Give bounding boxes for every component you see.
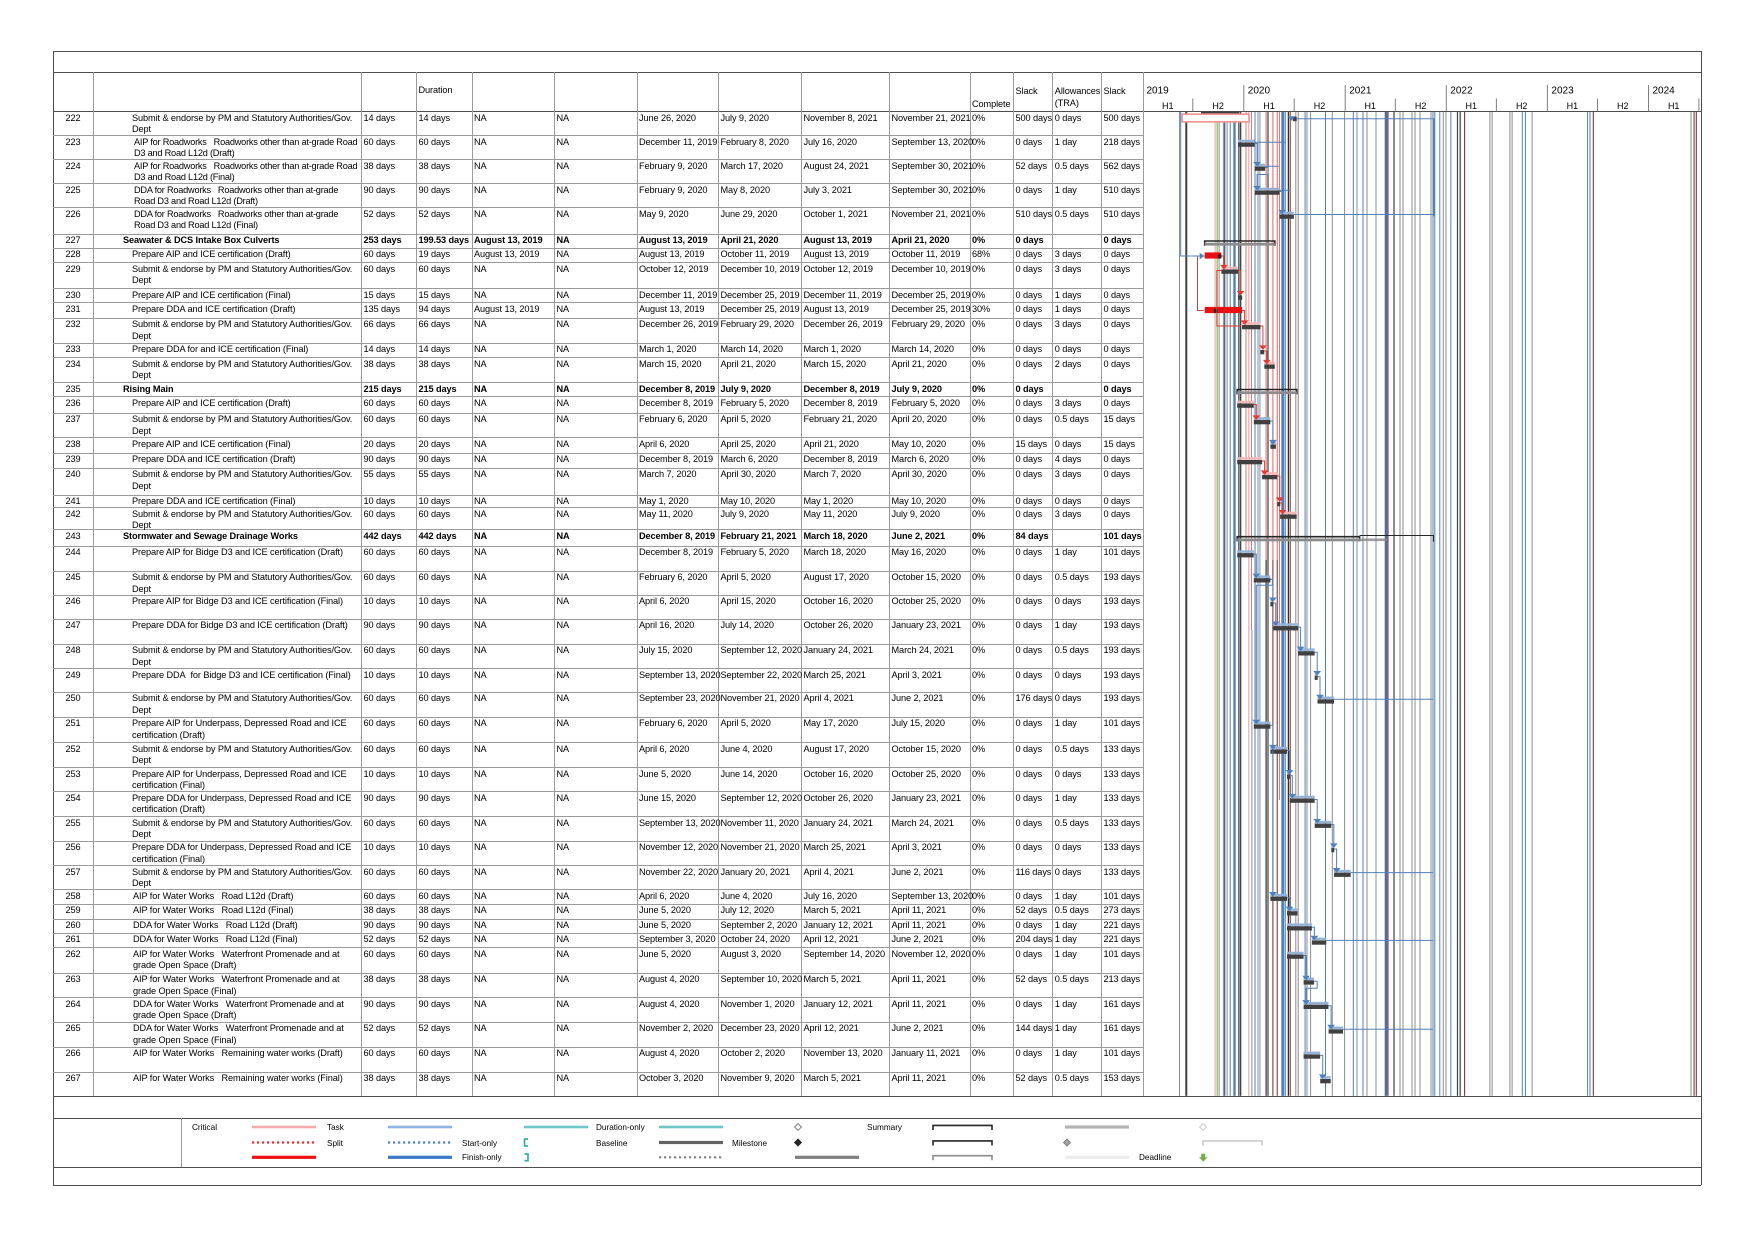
svg-text:2020: 2020 [1248,86,1271,97]
svg-text:Finish-only: Finish-only [462,1153,502,1162]
svg-text:2021: 2021 [1349,86,1372,97]
svg-text:Deadline: Deadline [1139,1153,1172,1162]
svg-text:2024: 2024 [1653,86,1676,97]
svg-text:H1: H1 [1263,101,1275,111]
svg-text:Critical: Critical [192,1123,217,1132]
svg-text:2023: 2023 [1551,86,1574,97]
svg-text:Duration-only: Duration-only [596,1123,646,1132]
svg-text:H2: H2 [1516,101,1528,111]
svg-text:Task: Task [327,1123,345,1132]
svg-text:Baseline: Baseline [596,1139,628,1148]
svg-text:H2: H2 [1212,101,1224,111]
svg-text:Split: Split [327,1139,344,1148]
svg-text:H1: H1 [1668,101,1680,111]
svg-text:H2: H2 [1415,101,1427,111]
svg-text:H1: H1 [1466,101,1478,111]
svg-text:H1: H1 [1162,101,1174,111]
svg-text:2019: 2019 [1147,86,1170,97]
svg-text:H2: H2 [1617,101,1629,111]
svg-text:Start-only: Start-only [462,1139,498,1148]
svg-text:2022: 2022 [1450,86,1473,97]
svg-text:Summary: Summary [867,1123,903,1132]
svg-text:H2: H2 [1314,101,1326,111]
svg-text:H1: H1 [1567,101,1579,111]
svg-text:Milestone: Milestone [732,1139,767,1148]
svg-text:H1: H1 [1364,101,1376,111]
